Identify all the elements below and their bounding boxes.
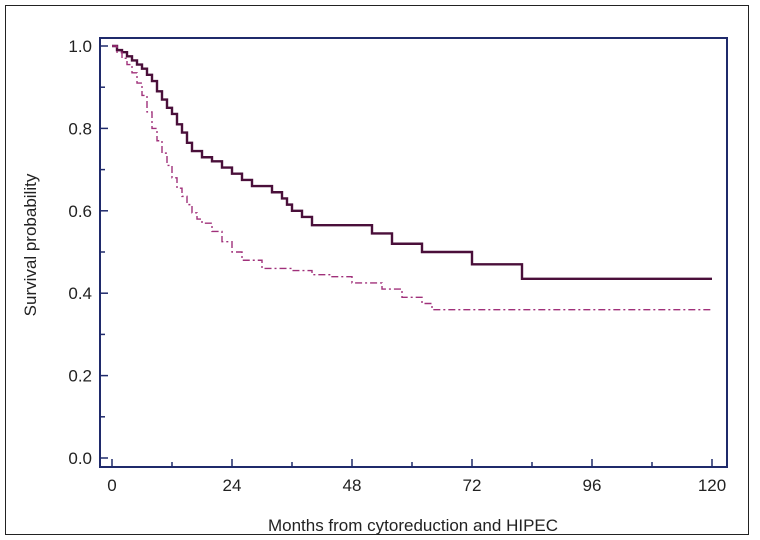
figure-frame	[5, 5, 749, 535]
y-tick-label: 0.6	[68, 202, 92, 221]
y-tick-label: 1.0	[68, 37, 92, 56]
y-tick-label: 0.0	[68, 449, 92, 468]
survival-curve-dashed	[112, 45, 712, 311]
x-tick-label: 24	[223, 476, 242, 495]
series-group	[112, 44, 712, 311]
survival-curve-solid	[112, 44, 712, 280]
x-axis-title: Months from cytoreduction and HIPEC	[268, 516, 558, 535]
x-tick-label: 72	[463, 476, 482, 495]
plot-border	[99, 37, 728, 468]
y-tick-label: 0.4	[68, 284, 92, 303]
x-tick-label: 48	[343, 476, 362, 495]
y-axis-title: Survival probability	[21, 173, 40, 316]
x-tick-label: 0	[107, 476, 116, 495]
x-tick-label: 120	[698, 476, 726, 495]
y-tick-label: 0.2	[68, 367, 92, 386]
ticks: 0.0 0.2 0.4 0.6 0.8 1.0 0 24 48 72 96 120	[68, 37, 726, 495]
y-tick-label: 0.8	[68, 119, 92, 138]
x-tick-label: 96	[583, 476, 602, 495]
axes	[99, 37, 728, 468]
